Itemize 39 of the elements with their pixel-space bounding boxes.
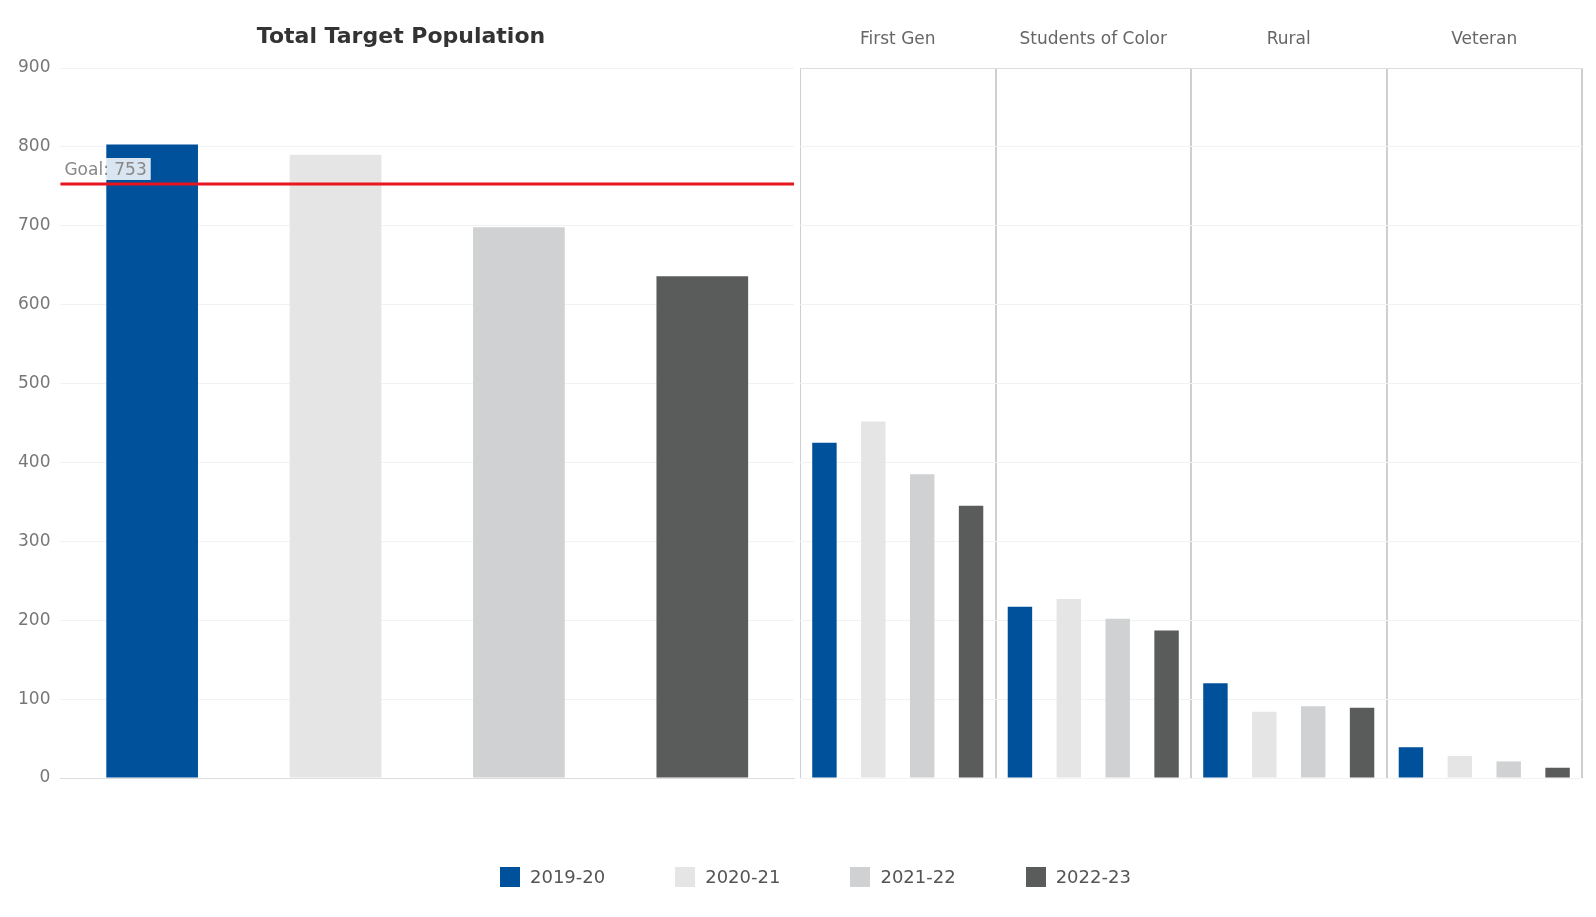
chart-title: Total Target Population bbox=[256, 22, 546, 48]
y-tick-label: 200 bbox=[17, 608, 51, 629]
bar bbox=[1007, 606, 1033, 778]
bar bbox=[1496, 761, 1521, 778]
y-tick-label: 900 bbox=[17, 56, 51, 77]
y-tick-label: 100 bbox=[17, 687, 51, 708]
y-tick-label: 500 bbox=[17, 371, 51, 392]
bar bbox=[1105, 618, 1130, 778]
legend-label: 2020-21 bbox=[705, 866, 781, 887]
y-tick-label: 700 bbox=[17, 214, 51, 235]
y-tick-label: 800 bbox=[17, 135, 51, 156]
bar bbox=[861, 421, 886, 778]
bar bbox=[656, 276, 749, 778]
y-tick-label: 300 bbox=[17, 529, 51, 550]
bar bbox=[106, 144, 198, 778]
legend-label: 2022-23 bbox=[1055, 866, 1131, 887]
y-tick-label: 600 bbox=[17, 293, 51, 314]
y-tick-label: 400 bbox=[17, 450, 51, 471]
bar bbox=[473, 227, 565, 778]
bar bbox=[1349, 707, 1375, 778]
legend-label: 2021-22 bbox=[880, 866, 956, 887]
bar bbox=[1398, 747, 1424, 778]
x-tick-label: Students of Color bbox=[1019, 28, 1167, 49]
bar bbox=[812, 442, 837, 778]
x-tick-label: First Gen bbox=[859, 28, 936, 49]
bar bbox=[1300, 706, 1326, 778]
bar bbox=[958, 505, 984, 778]
bar bbox=[1447, 755, 1473, 778]
y-tick-label: 0 bbox=[39, 766, 51, 787]
ref-line-label: Goal: 753 bbox=[64, 158, 147, 179]
bar bbox=[1154, 630, 1179, 778]
bar bbox=[909, 474, 935, 778]
x-tick-label: Veteran bbox=[1451, 28, 1518, 49]
x-tick-label: Rural bbox=[1266, 28, 1311, 49]
bar bbox=[1252, 711, 1277, 778]
bar bbox=[1056, 598, 1082, 778]
bar bbox=[1545, 767, 1570, 778]
bar bbox=[1203, 683, 1228, 778]
legend-label: 2019-20 bbox=[530, 866, 606, 887]
